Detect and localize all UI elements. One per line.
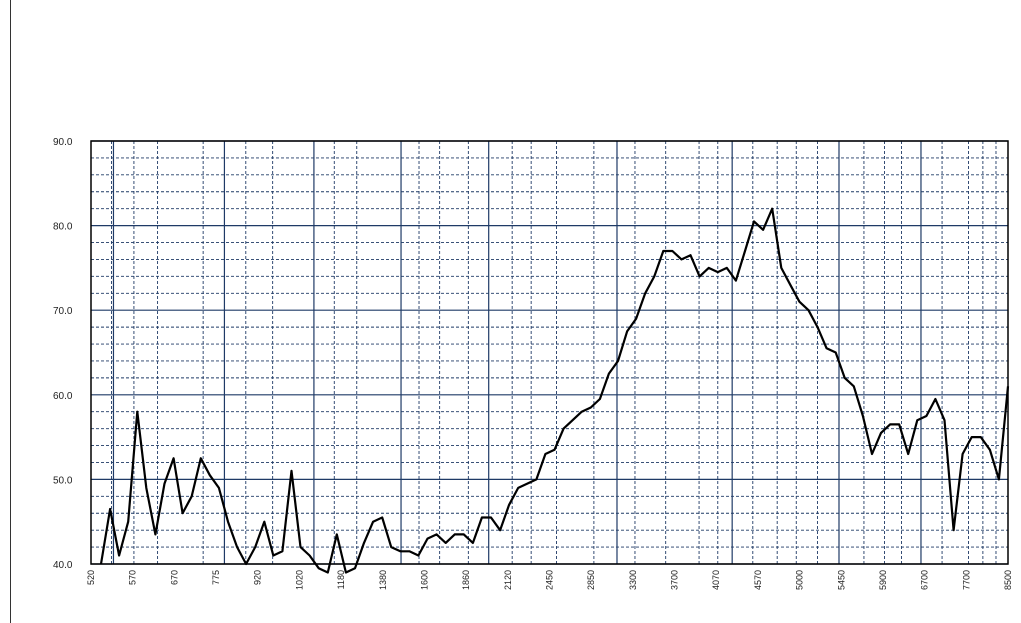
x-tick-label: 2450 [545,570,555,590]
x-tick-label: 2850 [586,570,596,590]
x-tick-label: 3300 [628,570,638,590]
plot-frame [90,140,1009,565]
x-tick-label: 7700 [961,570,971,590]
x-tick-label: 520 [86,570,96,585]
y-tick-label: 80.0 [53,222,73,233]
x-tick-label: 3700 [670,570,680,590]
grid-lines [91,140,1008,565]
x-tick-label: 775 [211,570,221,585]
x-tick-label: 1180 [336,570,346,589]
y-tick-label: 90.0 [53,137,73,148]
y-tick-label: 60.0 [53,391,73,402]
x-tick-label: 2120 [503,570,513,590]
x-tick-label: 5450 [836,570,846,590]
y-tick-label: 40.0 [53,560,73,571]
x-tick-label: 570 [128,570,138,585]
series-line [99,207,1010,574]
x-tick-label: 670 [169,570,179,585]
x-tick-label: 1860 [461,570,471,590]
x-tick-label: 1020 [294,570,304,590]
y-tick-label: 50.0 [53,475,73,486]
x-axis-ticks: 520 570 670 775 920 1020 1180 1380 1600 1860 2120 2… [86,570,1013,590]
y-axis-ticks: 90.0 80.0 70.0 60.0 50.0 40.0 [53,137,73,571]
x-tick-label: 920 [253,570,263,585]
x-tick-label: 5900 [878,570,888,590]
y-tick-label: 70.0 [53,306,73,317]
x-tick-label: 4070 [711,570,721,590]
x-tick-label: 1380 [378,570,388,590]
x-tick-label: 5000 [795,570,805,590]
x-tick-label: 4570 [753,570,763,590]
left-border-line [10,0,11,623]
x-tick-label: 6700 [920,570,930,590]
x-tick-label: 1600 [419,570,429,590]
x-tick-label: 8500 [1003,570,1013,590]
